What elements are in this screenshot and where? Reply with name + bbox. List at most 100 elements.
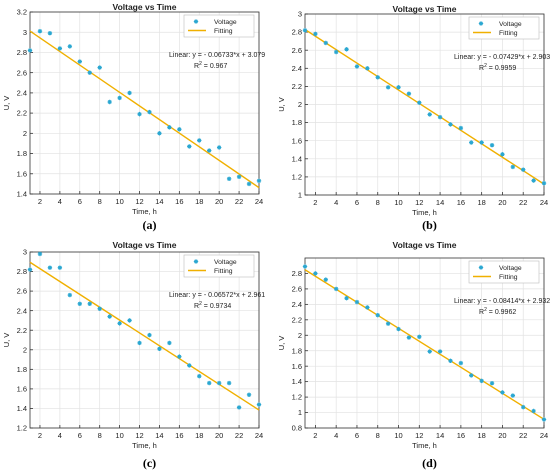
voltage-point: [531, 408, 536, 414]
voltage-point: [469, 373, 474, 378]
x-tick-label: 4: [58, 431, 62, 440]
legend-voltage-marker: [478, 21, 484, 26]
voltage-point: [510, 164, 516, 170]
voltage-point: [147, 332, 152, 338]
voltage-point: [57, 46, 63, 51]
y-tick-label: 1.4: [292, 377, 302, 386]
y-tick-label: 1.4: [292, 154, 302, 163]
voltage-point: [197, 373, 202, 379]
voltage-point: [246, 181, 252, 187]
y-tick-label: 2.2: [17, 326, 27, 335]
r-squared-value: = 0.9734: [202, 303, 231, 310]
x-tick-label: 12: [135, 197, 143, 206]
x-tick-label: 24: [255, 431, 263, 440]
y-tick-label: 1.2: [292, 173, 302, 182]
fitting-line: [29, 30, 260, 189]
r-squared-value: = 0.9959: [487, 65, 516, 72]
x-axis-label: Time, h: [132, 207, 157, 216]
legend-voltage-label: Voltage: [499, 21, 522, 28]
fitting-line: [29, 261, 260, 411]
voltage-point: [246, 392, 252, 397]
x-tick-label: 2: [313, 431, 317, 440]
r-squared-sup: 2: [484, 63, 487, 69]
voltage-point: [333, 49, 339, 55]
fit-equation: Linear: y = - 0.08414*x + 2.932: [454, 298, 550, 305]
voltage-point: [344, 295, 349, 301]
x-tick-label: 14: [155, 197, 163, 206]
voltage-point: [236, 174, 242, 180]
voltage-point: [97, 306, 102, 311]
voltage-point: [127, 318, 132, 323]
r-squared-value: = 0.967: [202, 63, 228, 70]
voltage-point: [177, 354, 182, 359]
y-tick-label: 2.8: [292, 28, 302, 37]
r-squared-prefix: R: [194, 63, 199, 70]
voltage-point: [57, 265, 63, 270]
y-axis-label: U, V: [277, 336, 286, 351]
plot-area: [30, 12, 259, 194]
r-squared-sup: 2: [484, 307, 487, 313]
fit-r-squared: R2 = 0.9734: [194, 301, 231, 310]
voltage-point: [313, 31, 318, 37]
y-tick-label: 2.2: [17, 109, 27, 118]
voltage-point: [437, 114, 443, 120]
legend-voltage-label: Voltage: [214, 19, 237, 26]
legend-voltage-marker: [193, 19, 199, 24]
x-tick-label: 10: [394, 198, 402, 207]
x-tick-label: 10: [394, 431, 402, 440]
x-tick-label: 18: [477, 431, 485, 440]
y-tick-label: 1.4: [17, 190, 27, 199]
fit-r-squared: R2 = 0.9959: [479, 63, 516, 72]
x-tick-label: 18: [195, 197, 203, 206]
x-tick-label: 6: [78, 431, 82, 440]
x-tick-label: 14: [155, 431, 163, 440]
voltage-point: [448, 122, 453, 127]
x-tick-label: 6: [355, 431, 359, 440]
plot-area: [30, 252, 259, 428]
voltage-point: [354, 64, 360, 69]
voltage-point: [77, 301, 82, 307]
chart-title: Voltage vs Time: [113, 240, 177, 250]
panel-caption: (c): [143, 456, 156, 470]
voltage-point: [375, 75, 380, 80]
x-tick-label: 22: [519, 431, 527, 440]
chart-panel-a: 2 4 6 8 10 12 14 16 18 20 22 241.41.61.822.22.42.62…: [2, 2, 265, 232]
voltage-point: [207, 148, 212, 153]
x-tick-label: 4: [334, 198, 338, 207]
x-tick-label: 16: [175, 431, 183, 440]
y-tick-label: 1.8: [292, 346, 302, 355]
voltage-point: [406, 91, 412, 96]
y-tick-label: 2.2: [292, 315, 302, 324]
voltage-point: [323, 40, 328, 46]
x-tick-label: 14: [436, 198, 444, 207]
y-tick-label: 1.2: [17, 424, 27, 433]
y-tick-label: 2: [298, 100, 302, 109]
axes-frame: [29, 251, 260, 429]
voltage-point: [147, 109, 152, 115]
voltage-point: [500, 390, 505, 395]
fit-equation: Linear: y = - 0.06572*x + 2.961: [169, 292, 265, 299]
voltage-point: [385, 321, 391, 326]
voltage-point: [417, 334, 422, 340]
x-axis-label: Time, h: [132, 441, 157, 450]
y-tick-label: 2.8: [17, 48, 27, 57]
legend-fitting-label: Fitting: [214, 28, 233, 35]
y-axis-label: U, V: [2, 96, 11, 111]
voltage-point: [489, 380, 495, 386]
y-tick-label: 1.8: [292, 118, 302, 127]
voltage-point: [177, 127, 182, 132]
voltage-point: [207, 380, 212, 386]
y-tick-label: 3: [298, 10, 302, 19]
y-tick-label: 3: [23, 28, 27, 37]
legend-voltage-marker: [193, 259, 199, 264]
voltage-point: [500, 152, 505, 157]
voltage-point: [157, 131, 162, 136]
x-tick-label: 20: [215, 431, 223, 440]
x-tick-label: 10: [115, 431, 123, 440]
x-tick-label: 18: [477, 198, 485, 207]
voltage-point: [87, 70, 92, 75]
chart-panel-c: 2 4 6 8 10 12 14 16 18 20 22 241.21.41.61.822.22.42…: [2, 240, 265, 470]
x-tick-label: 8: [376, 431, 380, 440]
voltage-point: [396, 85, 401, 90]
